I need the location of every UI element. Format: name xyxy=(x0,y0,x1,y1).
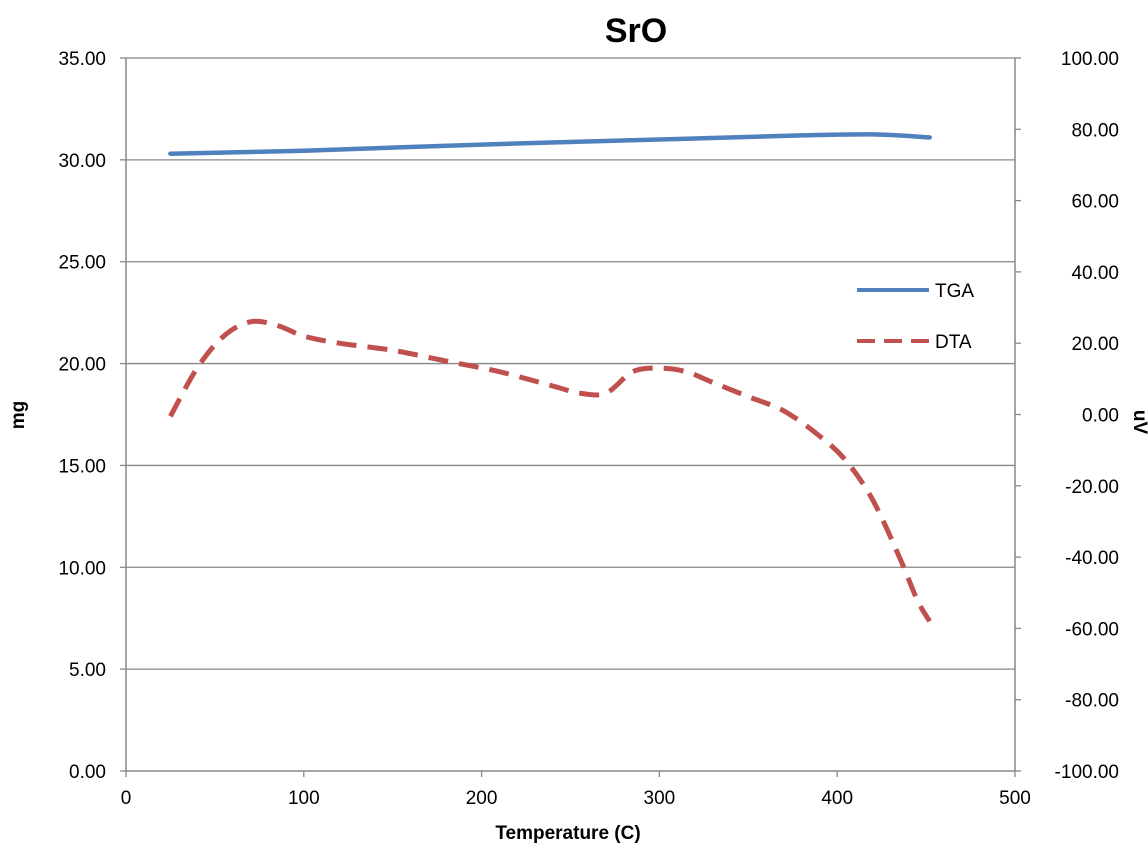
y2-tick-label: -40.00 xyxy=(1065,548,1119,569)
y-tick-label: 5.00 xyxy=(69,660,106,681)
y2-tick-label: 100.00 xyxy=(1061,49,1119,70)
y-tick-label: 20.00 xyxy=(58,355,106,376)
y-tick-labels: 0.00 5.00 10.00 15.00 20.00 25.00 30.00 35.00 xyxy=(58,49,126,783)
y-axis-label: mg xyxy=(8,401,29,430)
series-line-dta xyxy=(168,318,932,623)
x-tick-label: 400 xyxy=(821,788,853,809)
axes xyxy=(125,58,1016,772)
y2-tick-label: -100.00 xyxy=(1055,762,1119,783)
x-tick-label: 200 xyxy=(466,788,498,809)
gridlines xyxy=(126,57,1015,670)
chart-title: SrO xyxy=(605,12,667,50)
y-tick-label: 25.00 xyxy=(58,253,106,274)
y2-tick-labels: -100.00 -80.00 -60.00 -40.00 -20.00 0.00 20.00… xyxy=(1015,49,1119,783)
y2-tick-label: -80.00 xyxy=(1065,691,1119,712)
series-layer xyxy=(168,132,932,623)
x-tick-label: 0 xyxy=(121,788,132,809)
x-tick-label: 100 xyxy=(288,788,320,809)
y2-tick-label: -20.00 xyxy=(1065,477,1119,498)
x-tick-label: 300 xyxy=(644,788,676,809)
legend-label-tga: TGA xyxy=(935,281,974,302)
series-line-tga xyxy=(168,132,932,156)
y2-tick-label: -60.00 xyxy=(1065,619,1119,640)
y-tick-label: 30.00 xyxy=(58,151,106,172)
y-tick-label: 15.00 xyxy=(58,456,106,477)
legend-label-dta: DTA xyxy=(935,332,972,353)
y2-axis-label: uV xyxy=(1129,410,1148,435)
y2-tick-label: 80.00 xyxy=(1071,120,1119,141)
y2-tick-label: 0.00 xyxy=(1082,406,1119,427)
y-tick-label: 35.00 xyxy=(58,49,106,70)
y2-tick-label: 40.00 xyxy=(1071,263,1119,284)
y-tick-label: 10.00 xyxy=(58,558,106,579)
y-tick-label: 0.00 xyxy=(69,762,106,783)
legend: TGA DTA xyxy=(857,281,974,353)
x-axis-label: Temperature (C) xyxy=(495,823,640,844)
x-tick-labels: 0 100 200 300 400 500 xyxy=(121,771,1031,809)
x-tick-label: 500 xyxy=(999,788,1031,809)
y2-tick-label: 60.00 xyxy=(1071,192,1119,213)
y2-tick-label: 20.00 xyxy=(1071,334,1119,355)
